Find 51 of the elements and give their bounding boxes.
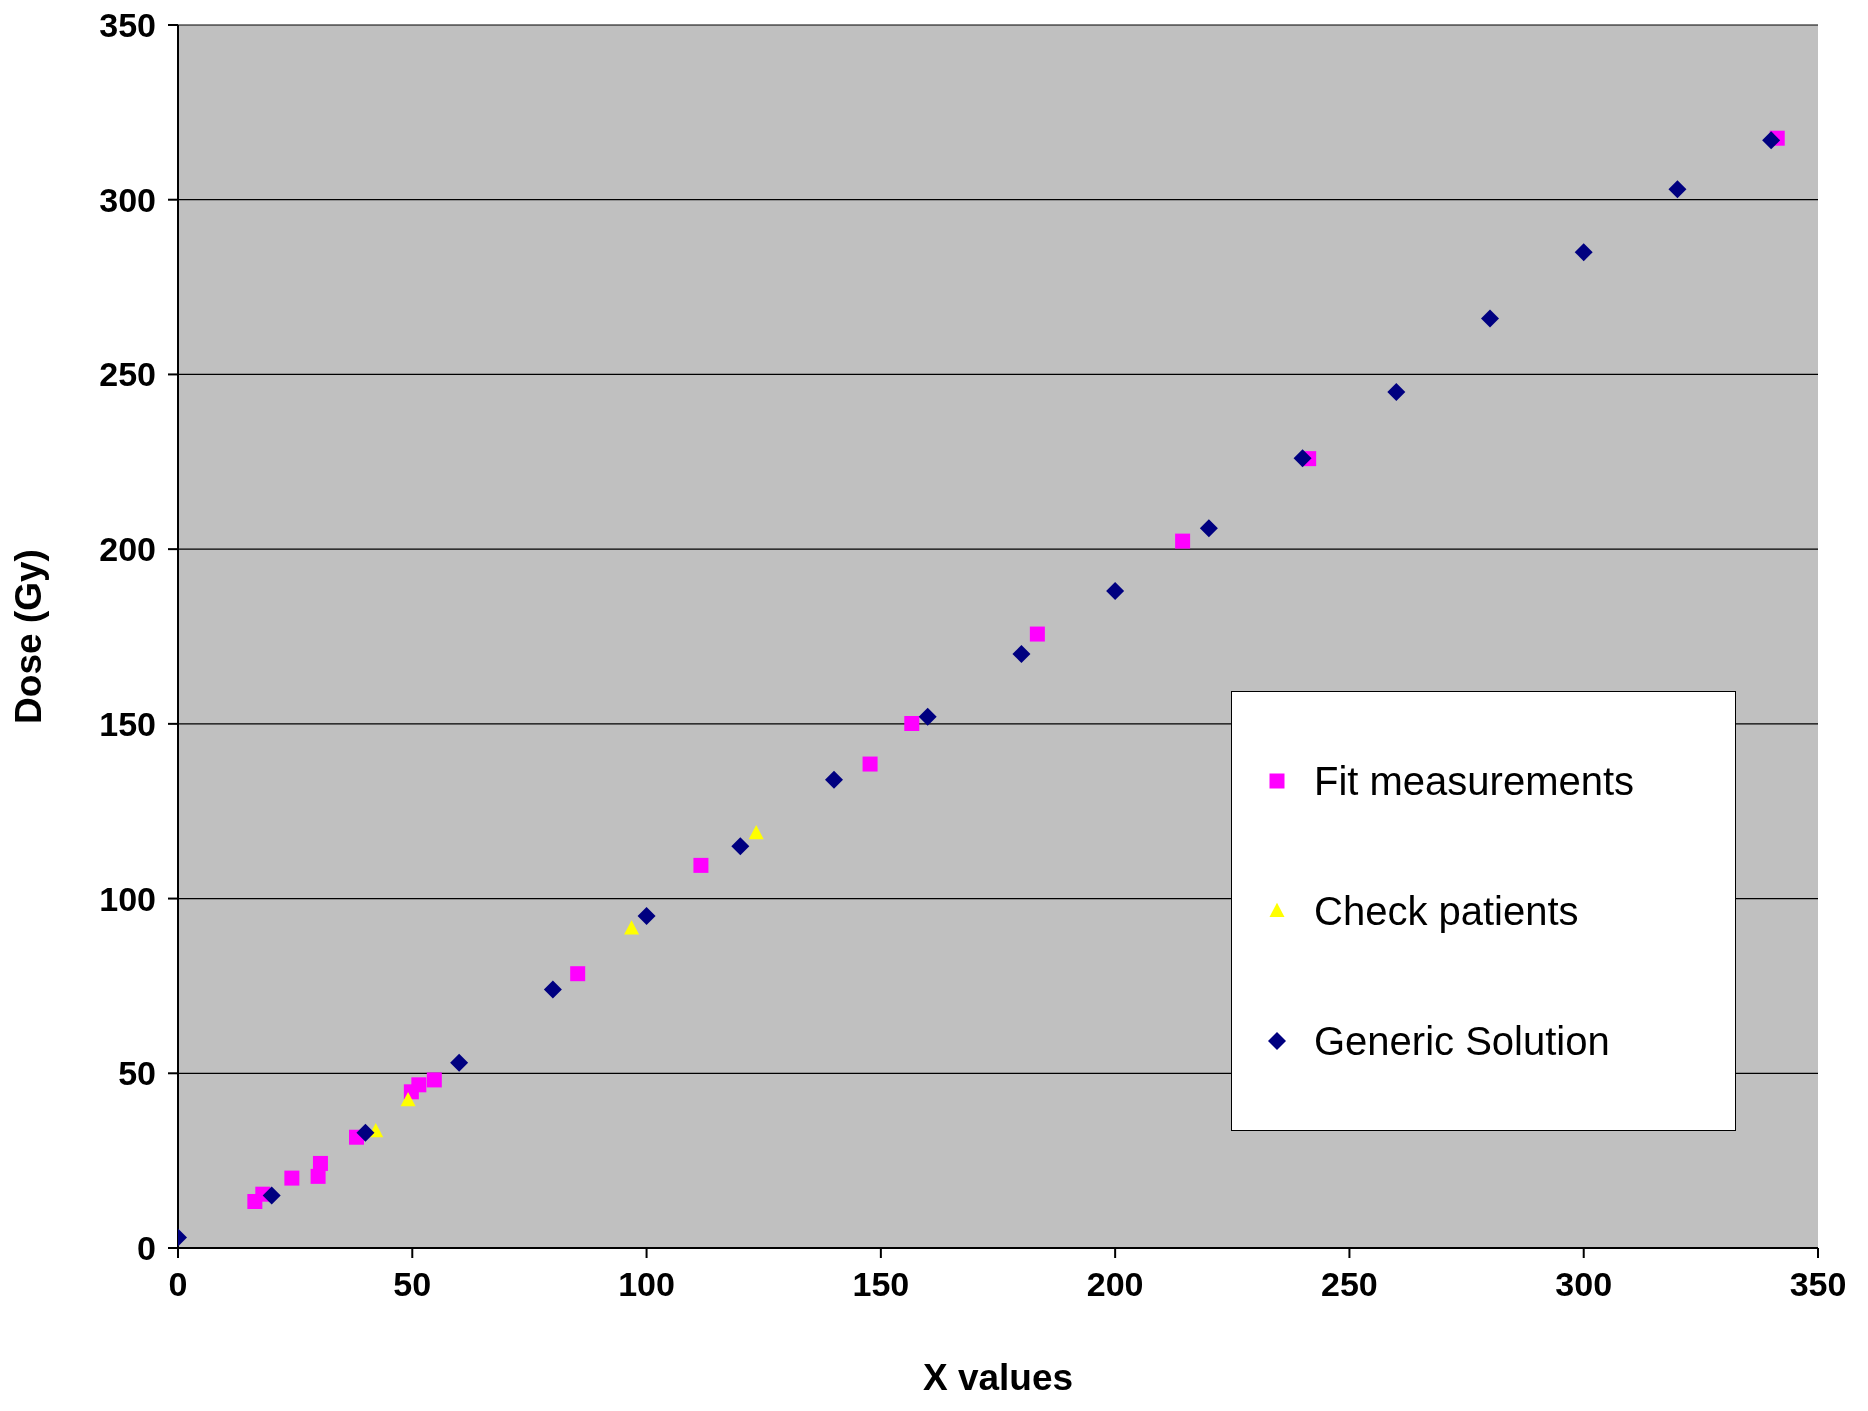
point	[731, 837, 750, 856]
y-tick-label: 50	[118, 1054, 156, 1093]
point	[284, 1170, 300, 1186]
legend-label: Fit measurements	[1314, 758, 1635, 804]
point	[624, 920, 640, 935]
point	[450, 1053, 469, 1072]
y-tick-label: 350	[99, 6, 156, 45]
point	[918, 707, 937, 726]
y-tick-label: 150	[99, 704, 156, 743]
point	[637, 907, 656, 926]
point	[312, 1155, 328, 1171]
x-tick-label: 300	[1555, 1265, 1613, 1304]
point	[543, 980, 562, 999]
point	[1481, 309, 1499, 328]
point	[1106, 582, 1125, 601]
point	[862, 756, 878, 772]
x-tick-label: 200	[1086, 1265, 1144, 1304]
x-tick-label: 100	[618, 1265, 675, 1304]
point	[262, 1186, 281, 1205]
point	[693, 857, 709, 873]
point	[411, 1077, 427, 1093]
x-axis-title: X values	[922, 1357, 1074, 1398]
point	[1574, 243, 1593, 262]
x-tick-label: 0	[168, 1265, 188, 1304]
point	[1199, 519, 1218, 538]
y-tick-label: 250	[99, 355, 156, 394]
point	[1029, 626, 1045, 642]
point	[1762, 131, 1781, 150]
legend-label: Generic Solution	[1314, 1018, 1610, 1064]
point	[1387, 382, 1406, 401]
point	[904, 716, 920, 732]
y-axis-title: Dose (Gy)	[8, 549, 50, 724]
point	[400, 1091, 416, 1107]
point	[570, 966, 586, 982]
point	[748, 824, 764, 840]
point	[1012, 644, 1031, 663]
y-tick-label: 200	[99, 530, 156, 569]
point	[1668, 180, 1687, 199]
y-tick-label: 100	[99, 879, 156, 918]
y-tick-label: 300	[99, 180, 156, 219]
x-tick-label: 250	[1321, 1265, 1378, 1304]
y-tick-label: 0	[137, 1229, 156, 1268]
point	[1293, 449, 1312, 468]
x-tick-label: 50	[393, 1265, 432, 1304]
legend-label: Check patients	[1314, 888, 1579, 934]
point	[426, 1072, 442, 1088]
point	[356, 1123, 375, 1142]
x-tick-label: 350	[1789, 1265, 1847, 1304]
point	[1175, 533, 1191, 549]
point	[825, 770, 843, 789]
x-tick-label: 150	[852, 1265, 910, 1304]
